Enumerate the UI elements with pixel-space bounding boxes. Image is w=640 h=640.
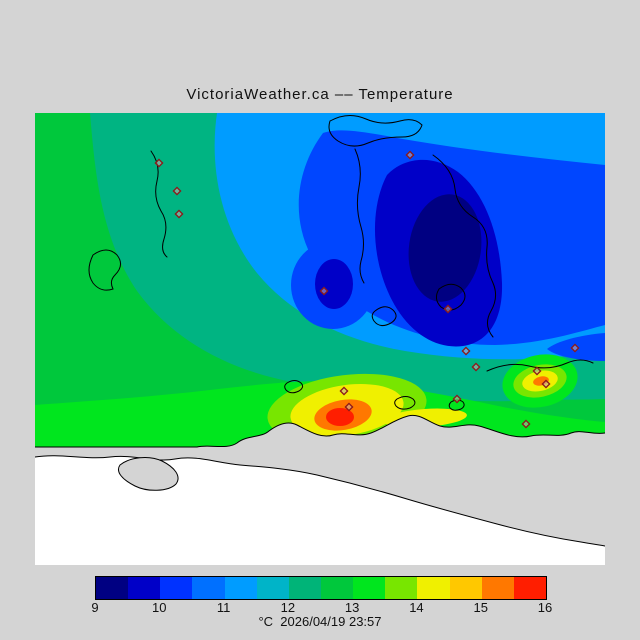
inlet-coastline <box>354 148 365 284</box>
colorbar-tick-label: 9 <box>91 600 99 615</box>
colorbar-segment <box>481 577 514 599</box>
station-marker <box>443 304 453 314</box>
colorbar-tick-label: 12 <box>280 600 296 615</box>
no-data-land-coastline <box>35 455 605 547</box>
colorbar-segment <box>449 577 482 599</box>
colorbar-segment <box>385 577 418 599</box>
station-marker <box>461 346 471 356</box>
station-marker <box>172 186 182 196</box>
data-region-coastline <box>35 414 605 448</box>
lakes-outline <box>150 150 168 258</box>
island-coastline <box>371 306 397 327</box>
island-coastline <box>328 115 423 147</box>
station-marker <box>154 158 164 168</box>
colorbar-segment <box>224 577 257 599</box>
colorbar-tick-label: 15 <box>473 600 488 615</box>
colorbar-tick-label: 16 <box>537 600 553 615</box>
colorbar-segment <box>513 577 546 599</box>
colorbar-segment <box>160 577 193 599</box>
colorbar-segment <box>320 577 354 599</box>
colorbar-segment <box>96 577 129 599</box>
temperature-map <box>35 113 605 565</box>
colorbar-caption: °C 2026/04/19 23:57 <box>258 614 382 629</box>
island-coastline <box>88 249 121 291</box>
temperature-colorbar <box>95 576 547 600</box>
colorbar-segment <box>256 577 289 599</box>
colorbar-segment <box>128 577 161 599</box>
station-marker <box>521 419 531 429</box>
station-marker <box>339 386 349 396</box>
peninsula-coastline <box>432 154 497 338</box>
colorbar-segment <box>192 577 225 599</box>
no-data-land <box>35 455 605 565</box>
east-coastline <box>486 359 594 372</box>
page-title: VictoriaWeather.ca –– Temperature <box>186 86 454 103</box>
station-marker <box>471 362 481 372</box>
lake <box>118 457 179 491</box>
colorbar-segment <box>417 577 450 599</box>
islet-coastline <box>394 396 416 410</box>
station-marker <box>452 394 462 404</box>
station-marker <box>405 150 415 160</box>
station-marker <box>174 209 184 219</box>
station-markers <box>154 150 580 429</box>
station-marker <box>541 379 551 389</box>
inner-coastlines <box>88 115 594 411</box>
colorbar-tick-label: 13 <box>344 600 360 615</box>
colorbar-tick-label: 14 <box>409 600 424 615</box>
station-marker <box>570 343 580 353</box>
island-coastline <box>435 283 466 311</box>
station-marker <box>344 402 354 412</box>
islet-coastline <box>284 380 304 394</box>
temp-band-red-hotspot <box>326 408 354 426</box>
station-marker <box>532 366 542 376</box>
colorbar-tick-label: 10 <box>152 600 167 615</box>
colorbar-tick-label: 11 <box>216 600 231 615</box>
colorbar-segment <box>288 577 321 599</box>
temp-band-navy-small <box>315 259 353 309</box>
station-marker <box>319 286 329 296</box>
temperature-field <box>35 113 605 447</box>
temp-band-darknavy <box>408 194 482 302</box>
colorbar-segment <box>353 577 386 599</box>
